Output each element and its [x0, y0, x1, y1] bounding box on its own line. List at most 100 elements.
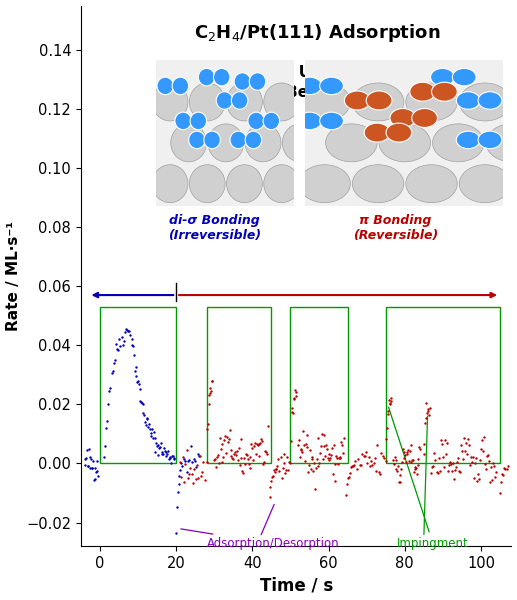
Point: [140, 409, 148, 418]
Point: [345, 473, 353, 482]
Point: [461, 446, 469, 455]
Point: [451, 466, 459, 475]
Point: [217, 457, 225, 467]
Point: [162, 447, 171, 457]
Point: [420, 449, 428, 459]
Point: [136, 396, 144, 406]
Point: [186, 464, 194, 473]
Point: [413, 469, 421, 479]
Point: [409, 467, 418, 476]
Point: [224, 434, 233, 444]
Point: [273, 461, 281, 471]
Point: [267, 476, 276, 485]
Point: [339, 448, 347, 458]
Point: [118, 340, 127, 350]
Point: [356, 460, 364, 470]
Point: [164, 446, 172, 455]
Point: [414, 454, 422, 463]
Point: [428, 469, 436, 478]
Point: [85, 452, 94, 461]
Point: [410, 462, 419, 472]
Point: [108, 368, 116, 378]
Point: [311, 485, 319, 494]
Point: [143, 414, 151, 424]
Point: [195, 451, 203, 461]
Point: [324, 453, 332, 463]
Point: [232, 450, 240, 460]
Point: [274, 454, 282, 463]
Point: [191, 474, 200, 484]
Point: [252, 449, 260, 458]
Point: [482, 464, 490, 473]
Point: [438, 452, 447, 461]
Point: [147, 428, 156, 437]
Point: [189, 454, 197, 464]
Point: [305, 460, 313, 469]
Point: [88, 463, 97, 472]
Point: [178, 452, 187, 462]
Point: [221, 431, 229, 441]
Point: [457, 440, 465, 449]
Point: [325, 455, 333, 465]
Point: [313, 461, 322, 470]
Point: [321, 451, 329, 461]
Point: [91, 464, 99, 473]
Point: [437, 439, 446, 449]
Point: [358, 449, 367, 458]
Point: [292, 387, 300, 397]
Point: [88, 463, 96, 472]
Point: [327, 450, 335, 460]
Point: [432, 467, 440, 477]
Point: [284, 457, 293, 466]
Point: [198, 467, 206, 477]
Point: [194, 473, 202, 482]
Point: [153, 441, 161, 451]
Point: [123, 326, 131, 335]
Point: [371, 454, 379, 463]
Point: [375, 467, 383, 477]
Point: [155, 451, 163, 460]
Point: [490, 461, 498, 471]
Point: [315, 458, 324, 468]
Point: [476, 455, 484, 465]
Point: [158, 449, 166, 459]
Point: [280, 458, 288, 467]
Point: [258, 436, 266, 446]
Point: [86, 463, 95, 472]
Point: [454, 466, 463, 476]
Point: [308, 452, 316, 461]
Point: [471, 458, 479, 467]
Point: [390, 459, 398, 469]
Point: [208, 377, 217, 386]
Point: [164, 454, 173, 463]
Point: [81, 460, 89, 469]
Point: [175, 479, 183, 488]
Point: [111, 355, 119, 364]
Point: [481, 460, 489, 469]
Point: [429, 461, 437, 471]
Point: [259, 460, 267, 469]
Point: [242, 449, 250, 459]
Point: [425, 403, 434, 412]
Point: [220, 436, 229, 445]
Point: [329, 469, 337, 479]
Point: [165, 452, 174, 462]
Point: [288, 403, 297, 413]
Point: [477, 444, 485, 454]
Point: [139, 399, 147, 409]
Point: [124, 326, 132, 335]
Point: [424, 404, 432, 414]
Point: [306, 446, 314, 455]
Point: [334, 453, 343, 463]
Point: [217, 444, 225, 454]
Point: [469, 452, 477, 461]
Point: [264, 421, 272, 431]
Point: [222, 448, 230, 458]
Point: [266, 482, 275, 491]
Point: [351, 457, 359, 466]
Point: [270, 465, 278, 475]
Point: [94, 471, 102, 481]
Point: [337, 437, 345, 447]
Point: [440, 435, 449, 445]
Point: [114, 346, 123, 355]
